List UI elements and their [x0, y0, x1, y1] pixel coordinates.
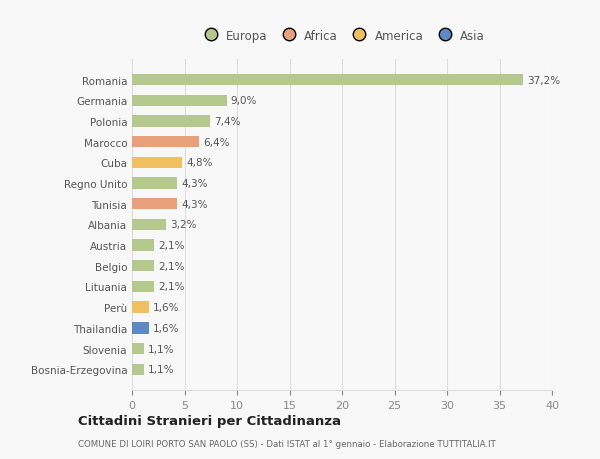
- Text: 2,1%: 2,1%: [158, 282, 185, 292]
- Bar: [132, 343, 143, 354]
- Bar: [132, 281, 154, 292]
- Bar: [132, 116, 210, 127]
- Bar: [132, 75, 523, 86]
- Bar: [132, 261, 154, 272]
- Text: 1,6%: 1,6%: [153, 323, 179, 333]
- Text: 4,3%: 4,3%: [181, 179, 208, 189]
- Bar: [132, 364, 143, 375]
- Text: 2,1%: 2,1%: [158, 261, 185, 271]
- Text: 6,4%: 6,4%: [203, 137, 230, 147]
- Text: 37,2%: 37,2%: [527, 75, 560, 85]
- Bar: [132, 137, 199, 148]
- Bar: [132, 219, 166, 230]
- Text: 1,6%: 1,6%: [153, 302, 179, 313]
- Bar: [132, 199, 177, 210]
- Text: 2,1%: 2,1%: [158, 241, 185, 251]
- Text: 9,0%: 9,0%: [230, 96, 257, 106]
- Text: 1,1%: 1,1%: [148, 364, 174, 375]
- Text: 1,1%: 1,1%: [148, 344, 174, 354]
- Bar: [132, 178, 177, 189]
- Text: 4,3%: 4,3%: [181, 199, 208, 209]
- Bar: [132, 95, 227, 106]
- Bar: [132, 323, 149, 334]
- Text: COMUNE DI LOIRI PORTO SAN PAOLO (SS) - Dati ISTAT al 1° gennaio - Elaborazione T: COMUNE DI LOIRI PORTO SAN PAOLO (SS) - D…: [78, 439, 496, 448]
- Bar: [132, 240, 154, 251]
- Legend: Europa, Africa, America, Asia: Europa, Africa, America, Asia: [194, 25, 490, 47]
- Text: 3,2%: 3,2%: [170, 220, 196, 230]
- Text: Cittadini Stranieri per Cittadinanza: Cittadini Stranieri per Cittadinanza: [78, 414, 341, 428]
- Text: 4,8%: 4,8%: [187, 158, 213, 168]
- Bar: [132, 302, 149, 313]
- Bar: [132, 157, 182, 168]
- Text: 7,4%: 7,4%: [214, 117, 241, 127]
